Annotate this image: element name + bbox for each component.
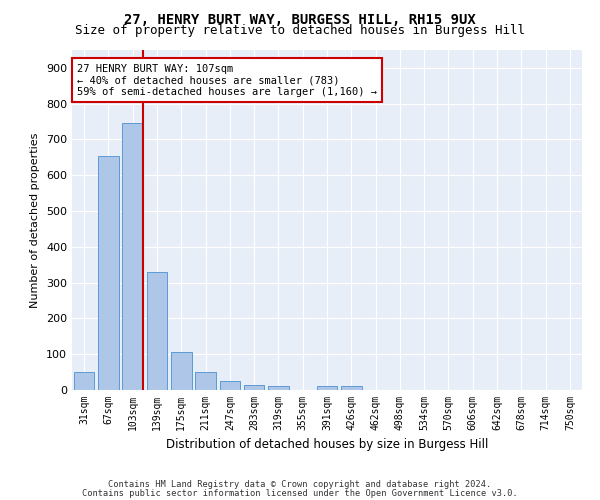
Bar [317,386,337,390]
Bar [171,352,191,390]
Text: 27, HENRY BURT WAY, BURGESS HILL, RH15 9UX: 27, HENRY BURT WAY, BURGESS HILL, RH15 9… [124,12,476,26]
Bar [341,386,362,390]
Y-axis label: Number of detached properties: Number of detached properties [31,132,40,308]
Bar [244,384,265,390]
Bar [268,386,289,390]
Bar [220,381,240,390]
Bar [74,372,94,390]
Bar [146,272,167,390]
Text: Size of property relative to detached houses in Burgess Hill: Size of property relative to detached ho… [75,24,525,37]
Text: Contains public sector information licensed under the Open Government Licence v3: Contains public sector information licen… [82,490,518,498]
Bar [122,124,143,390]
Text: 27 HENRY BURT WAY: 107sqm
← 40% of detached houses are smaller (783)
59% of semi: 27 HENRY BURT WAY: 107sqm ← 40% of detac… [77,64,377,97]
Bar [98,156,119,390]
X-axis label: Distribution of detached houses by size in Burgess Hill: Distribution of detached houses by size … [166,438,488,452]
Text: Contains HM Land Registry data © Crown copyright and database right 2024.: Contains HM Land Registry data © Crown c… [109,480,491,489]
Bar [195,372,216,390]
